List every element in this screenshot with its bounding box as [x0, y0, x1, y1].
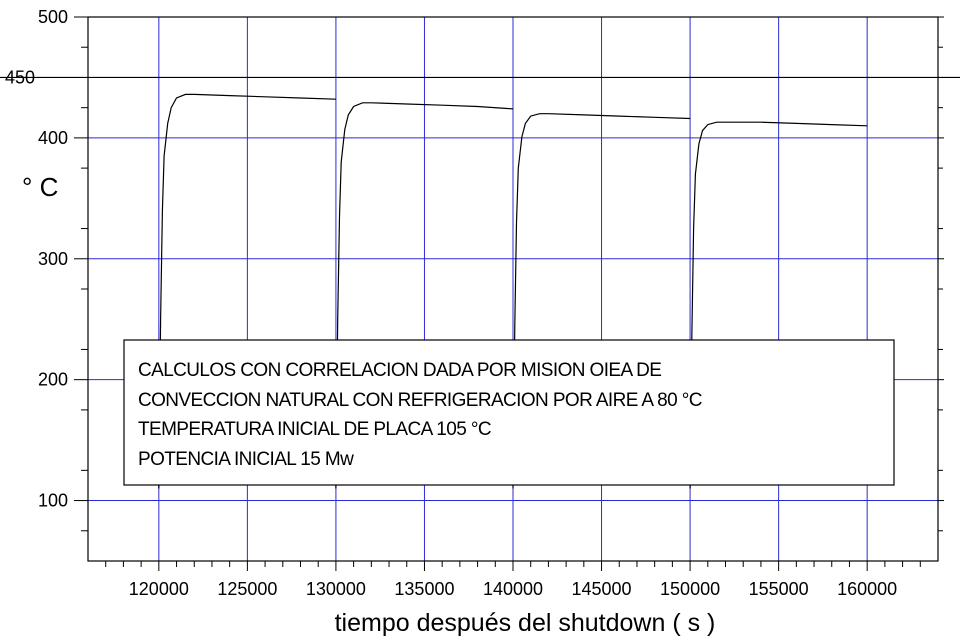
annotation-box: CALCULOS CON CORRELACION DADA POR MISION…: [123, 339, 895, 486]
y-axis: 100 200 300 400 450 500: [5, 7, 944, 532]
annotation-line-2: CONVECCION NATURAL CON REFRIGERACION POR…: [138, 390, 702, 411]
x-tick-label: 155000: [749, 579, 809, 599]
x-tick-label: 145000: [572, 579, 632, 599]
series-line-3: [512, 113, 691, 489]
series-line-2: [335, 102, 514, 489]
x-axis: 120000 125000 130000 135000 140000 145000 1500…: [105, 561, 921, 599]
annotation-line-4: POTENCIA INICIAL 15 Mw: [138, 449, 354, 470]
series-group: [158, 93, 868, 489]
x-tick-label: 120000: [129, 579, 189, 599]
x-tick-label: 135000: [394, 579, 454, 599]
x-tick-label: 160000: [837, 579, 897, 599]
y-tick-label: 200: [38, 370, 68, 390]
annotation-line-3: TEMPERATURA INICIAL DE PLACA 105 °C: [138, 419, 491, 440]
annotation-frame: [123, 339, 895, 486]
y-tick-label: 500: [38, 7, 68, 27]
y-axis-title: ° C: [22, 172, 58, 202]
x-tick-label: 125000: [217, 579, 277, 599]
y-tick-label: 400: [38, 128, 68, 148]
y-tick-label: 300: [38, 249, 68, 269]
annotation-line-1: CALCULOS CON CORRELACION DADA POR MISION…: [138, 360, 661, 381]
x-tick-label: 150000: [660, 579, 720, 599]
y-tick-label: 450: [5, 67, 35, 87]
x-tick-label: 130000: [306, 579, 366, 599]
x-tick-label: 140000: [483, 579, 543, 599]
series-line-1: [158, 93, 336, 489]
series-line-4: [689, 121, 868, 489]
x-axis-title: tiempo después del shutdown ( s ): [335, 609, 716, 637]
y-tick-label: 100: [38, 491, 68, 511]
